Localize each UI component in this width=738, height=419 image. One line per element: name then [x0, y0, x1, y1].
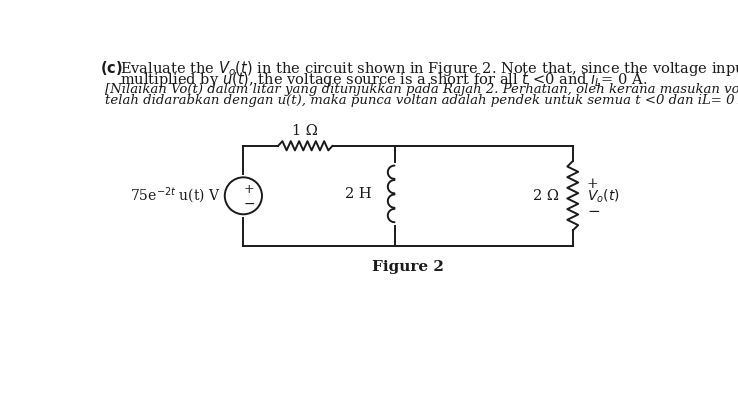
Text: $-$: $-$	[243, 196, 255, 210]
Text: 1 Ω: 1 Ω	[292, 124, 318, 138]
Text: Evaluate the $V_o(t)$ in the circuit shown in Figure 2. Note that, since the vol: Evaluate the $V_o(t)$ in the circuit sho…	[120, 59, 738, 78]
Text: $\bf{(c)}$: $\bf{(c)}$	[100, 59, 123, 77]
Text: [Nilaikan Vo(t) dalam litar yang ditunjukkan pada Rajah 2. Perhatian, oleh keran: [Nilaikan Vo(t) dalam litar yang ditunju…	[106, 83, 738, 96]
Text: Figure 2: Figure 2	[372, 260, 444, 274]
Text: $V_o(t)$: $V_o(t)$	[587, 187, 620, 204]
Text: +: +	[587, 177, 599, 191]
Text: 2 H: 2 H	[345, 187, 371, 201]
Text: 75e$^{-2t}$ u(t) V: 75e$^{-2t}$ u(t) V	[130, 186, 221, 206]
Text: $-$: $-$	[587, 203, 600, 217]
Text: telah didarabkan dengan u(t), maka punca voltan adalah pendek untuk semua t <0 d: telah didarabkan dengan u(t), maka punca…	[106, 94, 738, 107]
Text: +: +	[244, 183, 254, 196]
Text: 2 Ω: 2 Ω	[533, 189, 559, 203]
Text: multiplied by $u(t)$, the voltage source is a short for all $t$ <0 and $i_L$= 0 : multiplied by $u(t)$, the voltage source…	[120, 70, 647, 89]
